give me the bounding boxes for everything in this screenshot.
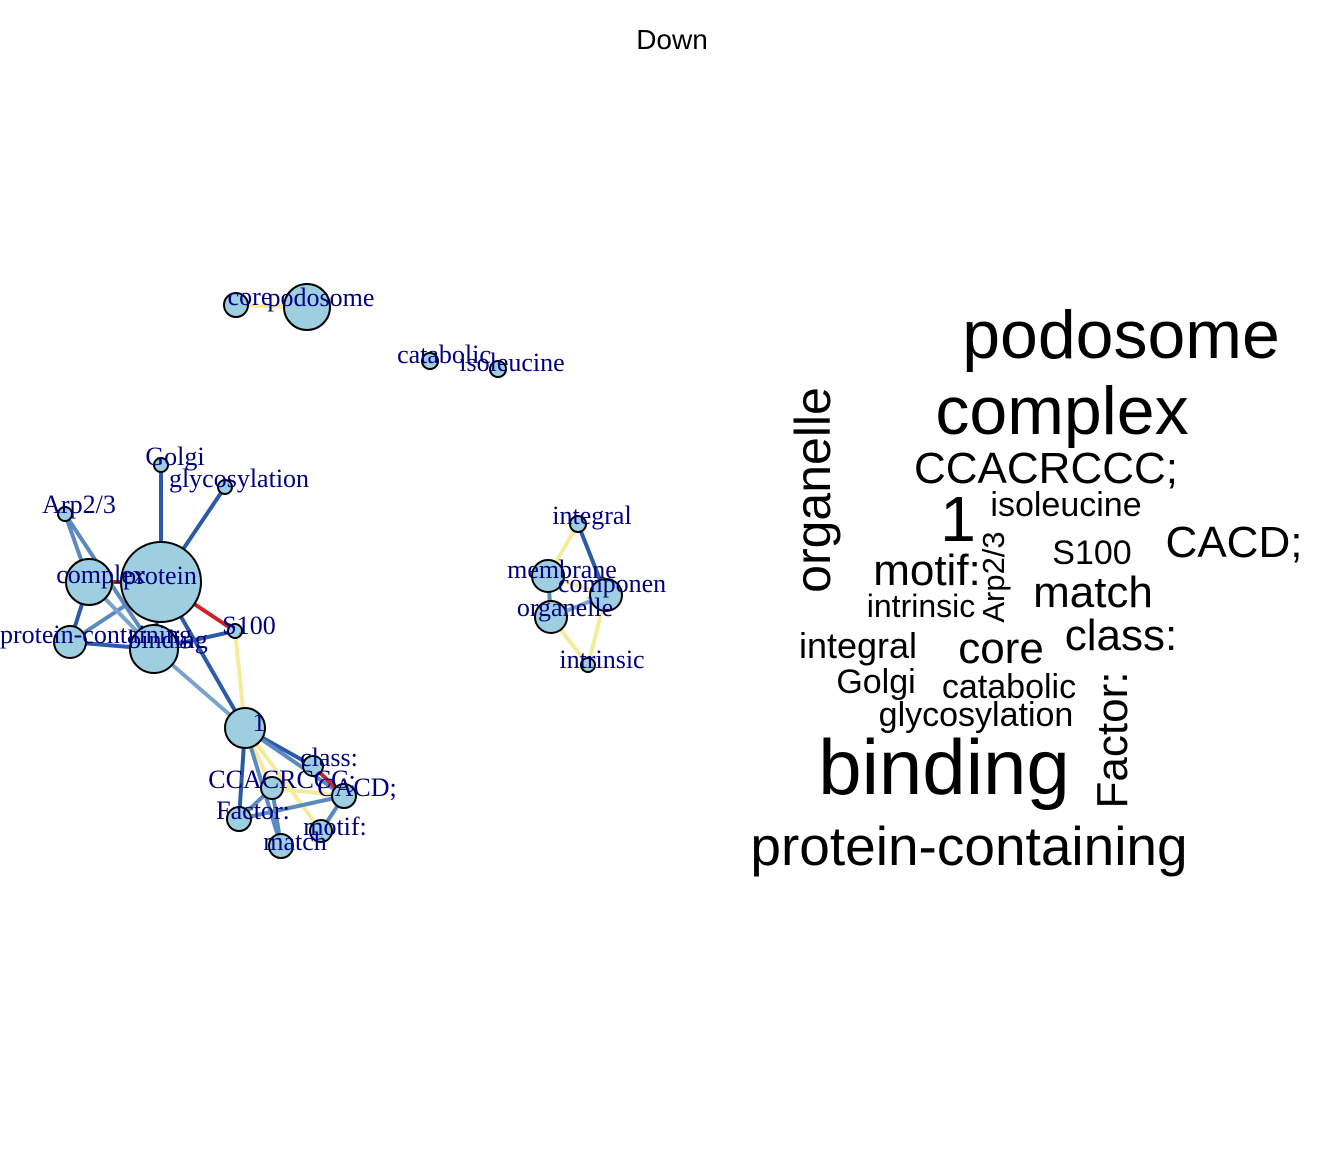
node-golgi	[153, 457, 169, 473]
node-label-integral: integral	[552, 501, 631, 530]
node-complex	[65, 558, 113, 606]
node-label-cacd-: CACD;	[317, 773, 396, 802]
node-label-isoleucine: isoleucine	[459, 348, 564, 377]
node-label-complex: complex	[56, 560, 146, 589]
node-label-membrane: membrane	[507, 555, 617, 584]
wordcloud-word-1: 1	[940, 483, 976, 555]
node-protein-containing	[53, 625, 87, 659]
node-label-catabolic: catabolic	[397, 340, 491, 369]
wordcloud-word-arp2-3: Arp2/3	[976, 531, 1011, 622]
wordcloud-word-glycosylation: glycosylation	[879, 696, 1074, 734]
network-nodes	[53, 283, 623, 859]
node-membrane	[531, 559, 565, 593]
node-binding	[129, 624, 179, 674]
node-label-s100: S100	[222, 611, 275, 640]
node-label-factor-: Factor:	[216, 796, 290, 825]
node-label-arp2-3: Arp2/3	[42, 490, 116, 519]
wordcloud-word-catabolic: catabolic	[942, 668, 1076, 706]
wordcloud-word-integral: integral	[799, 625, 917, 666]
wordcloud-word-core: core	[958, 624, 1044, 673]
figure-title: Down	[636, 24, 708, 55]
node-motif-	[309, 819, 333, 843]
wordcloud-word-intrinsic: intrinsic	[867, 588, 975, 624]
wordcloud-word-cacd: CACD;	[1166, 518, 1303, 567]
node-label-golgi: Golgi	[145, 442, 204, 471]
node-isoleucine	[489, 360, 507, 378]
node-component	[589, 578, 623, 612]
wordcloud-word-binding: binding	[818, 723, 1070, 811]
node-core	[223, 292, 249, 318]
node-podosome	[283, 283, 331, 331]
node-label-protein: protein	[123, 561, 197, 590]
wordcloud-word-ccacrccc: CCACRCCC;	[914, 444, 1178, 493]
node-s100	[227, 623, 243, 639]
node-intrinsic	[580, 657, 596, 673]
wordcloud-word-match: match	[1033, 568, 1153, 617]
node-catabolic	[421, 352, 439, 370]
wordcloud-word-podosome: podosome	[962, 297, 1280, 373]
wordcloud-word-class: class:	[1065, 611, 1177, 660]
node-label-glycosylation: glycosylation	[169, 464, 309, 493]
node-glycosylation	[217, 479, 233, 495]
wordcloud-word-golgi: Golgi	[836, 663, 915, 701]
node-class-	[302, 755, 324, 777]
wordcloud-word-protein-containing: protein-containing	[750, 815, 1187, 877]
node-label-component: componen	[558, 569, 666, 598]
node-label-protein-containing: protein-containing	[0, 620, 192, 649]
wordcloud-word-motif: motif:	[873, 546, 981, 595]
node-label-organelle: organelle	[517, 593, 613, 622]
node-label-motif-: motif:	[303, 812, 367, 841]
node-label-1: 1	[253, 708, 266, 737]
edge-Factor:-CACD;	[237, 794, 346, 821]
node-label-match: match	[263, 827, 327, 856]
node-match	[268, 833, 294, 859]
edge-1-motif:	[243, 726, 323, 833]
node-organelle	[534, 600, 568, 634]
node-1	[224, 707, 266, 749]
node-cacd-	[331, 783, 357, 809]
wordcloud-word-complex: complex	[935, 373, 1188, 449]
node-label-binding: binding	[128, 625, 207, 654]
node-label-class-: class:	[300, 743, 358, 772]
node-label-intrinsic: intrinsic	[559, 645, 644, 674]
node-ccacrccc-	[260, 776, 284, 800]
node-factor-	[226, 806, 252, 832]
wordcloud-word-isoleucine: isoleucine	[990, 486, 1141, 524]
wordcloud-word-factor: Factor:	[1088, 672, 1137, 809]
node-integral	[569, 515, 587, 533]
node-label-podosome: podosome	[268, 283, 375, 312]
wordcloud-word-organelle: organelle	[785, 387, 841, 593]
node-arp2-3	[57, 506, 73, 522]
node-label-ccacrccc-: CCACRCCC;	[208, 765, 355, 794]
node-protein	[120, 541, 202, 623]
wordcloud-word-s100: S100	[1052, 534, 1131, 572]
node-label-core: core	[228, 282, 273, 311]
